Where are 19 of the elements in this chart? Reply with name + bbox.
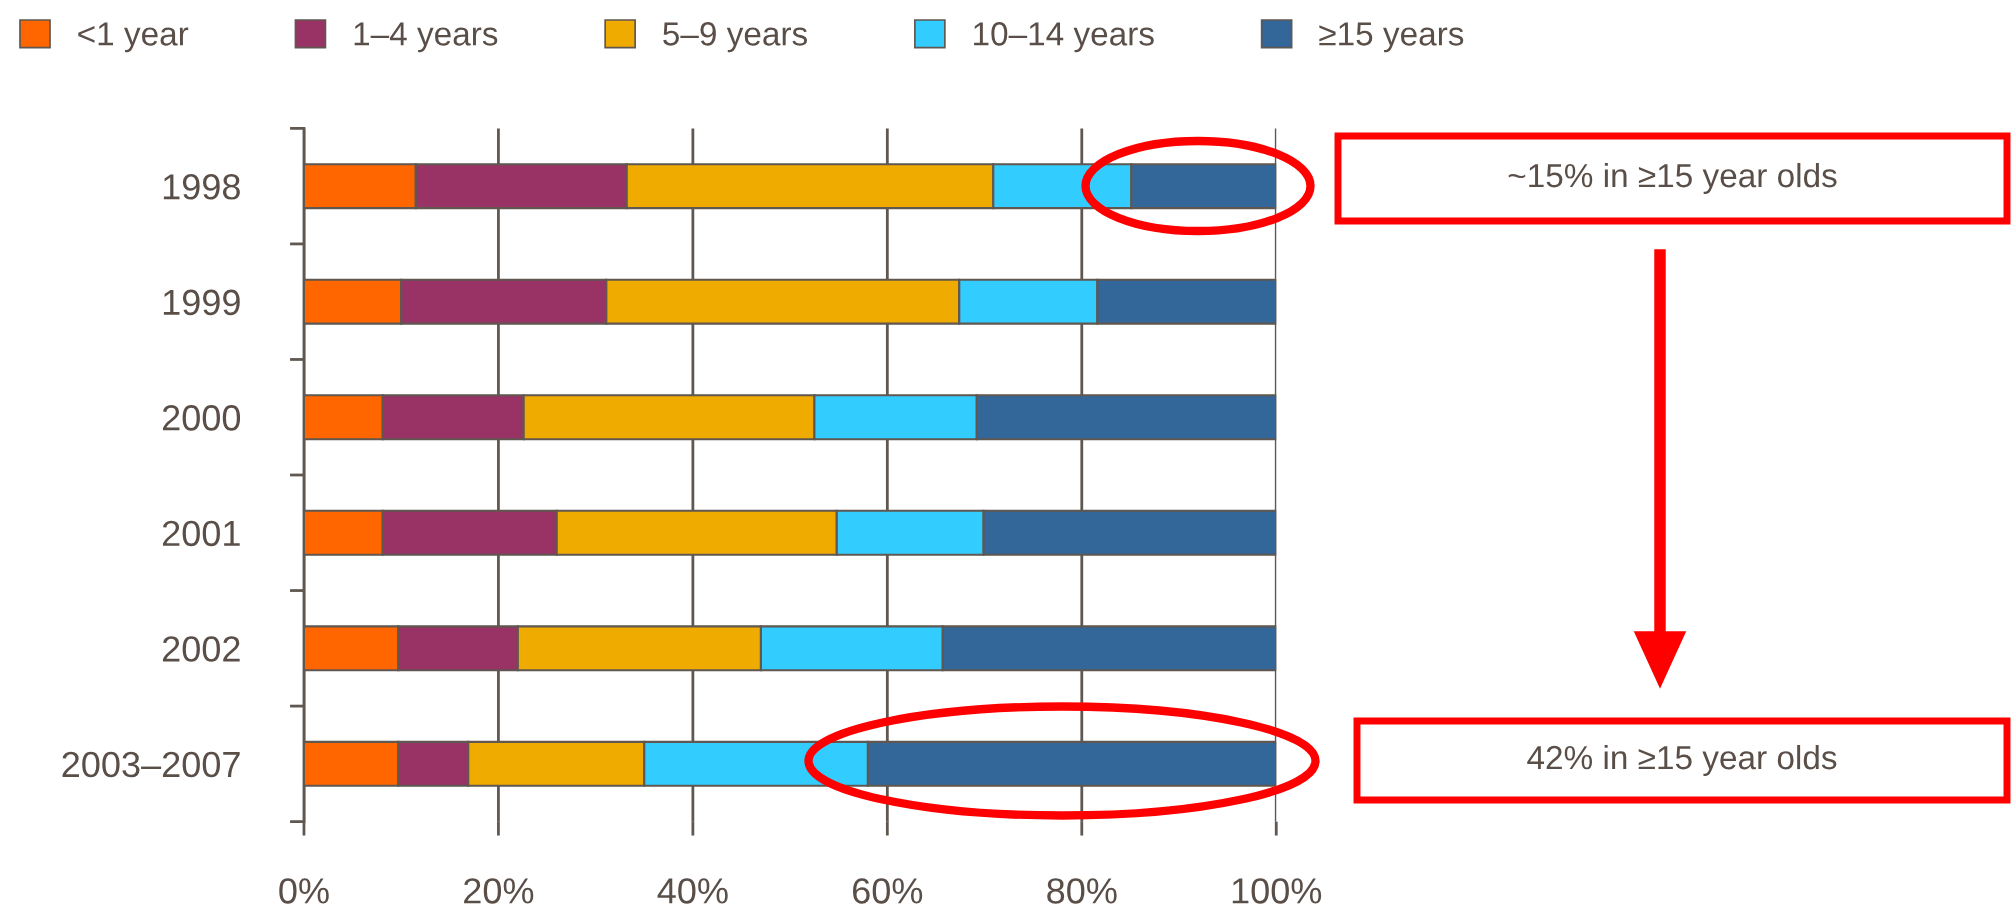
x-tick-label: 80% [1047,878,1117,904]
y-tick-label: 1998 [163,174,240,200]
x-tick-label: 20% [464,878,534,904]
legend-label: 5–9 years [663,22,807,53]
text: 42% in ≥15 year olds [1527,744,1837,777]
x-tick-label: 60% [853,878,923,904]
legend-label: ≥15 years [1319,22,1464,53]
legend-label: 1–4 years [354,22,498,53]
x-tick-label: 0% [279,878,329,904]
legend-label: <1 year [78,22,189,53]
text: ~15% in ≥15 year olds [1508,162,1837,195]
legend-label: 10–14 years [974,22,1154,53]
x-tick-label: 40% [657,878,728,904]
x-tick-label: 100% [1232,878,1322,904]
y-tick-label: 2002 [162,636,240,662]
y-tick-label: 2001 [162,520,240,547]
y-tick-label: 2003–2007 [62,751,240,778]
y-tick-label: 1999 [163,289,240,316]
y-tick-label: 2000 [162,405,241,431]
